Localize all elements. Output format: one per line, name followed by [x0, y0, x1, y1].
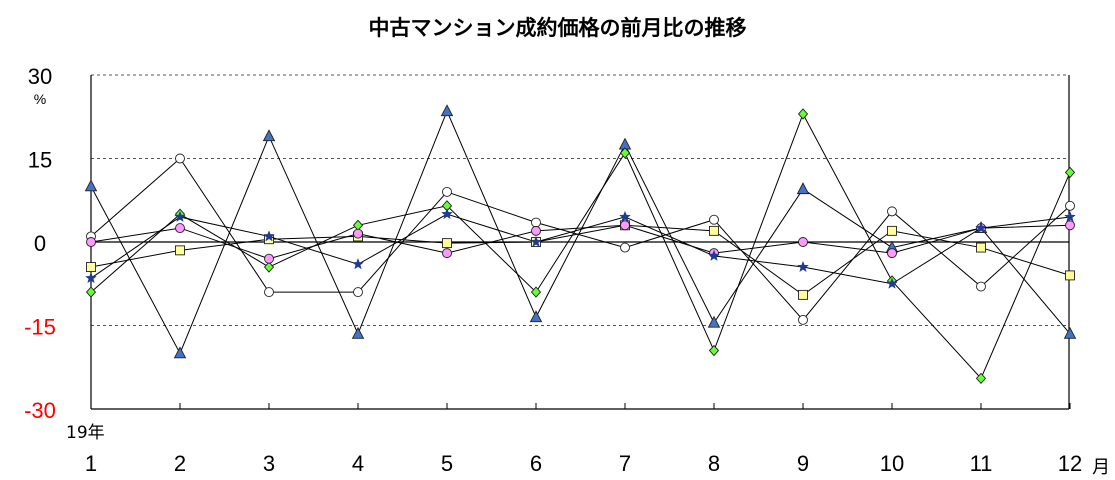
data-point: [1065, 270, 1075, 281]
data-point: [530, 286, 542, 298]
data-point: [531, 225, 541, 236]
series-line: [90, 112, 1071, 380]
series-line: [90, 224, 1071, 260]
series-5: [86, 220, 1075, 264]
data-point: [84, 179, 98, 192]
data-point: [976, 281, 986, 292]
data-point: [85, 271, 97, 284]
data-point: [353, 228, 363, 239]
data-point: [798, 314, 808, 325]
data-point: [798, 289, 808, 300]
data-point: [1064, 166, 1076, 179]
data-point: [975, 221, 987, 234]
y-tick-label: -15: [24, 315, 56, 340]
series-2: [86, 153, 1075, 325]
series-3: [85, 108, 1076, 385]
data-point: [887, 225, 897, 236]
series-4: [86, 220, 1075, 300]
data-point: [264, 287, 274, 298]
data-point: [1065, 220, 1075, 231]
data-point: [708, 344, 720, 357]
data-point: [262, 129, 276, 142]
data-point: [263, 230, 275, 242]
series-line: [90, 157, 1071, 321]
data-point: [796, 182, 810, 195]
x-tick-label: 5: [441, 451, 453, 476]
data-point: [709, 225, 719, 236]
x-tick-label: 1: [85, 451, 97, 476]
series-line: [90, 109, 1071, 355]
data-point: [887, 206, 897, 217]
x-tick-label: 11: [970, 451, 993, 476]
data-point: [441, 207, 453, 220]
x-tick-label: 9: [797, 451, 809, 476]
x-tick-label: 10: [880, 451, 904, 476]
series-line: [90, 213, 1071, 285]
data-point: [1065, 200, 1075, 211]
data-point: [887, 248, 897, 259]
y-tick-label: 30: [28, 64, 52, 89]
data-point: [1064, 210, 1076, 222]
y-tick-label: -30: [24, 398, 56, 423]
data-point: [264, 253, 274, 264]
data-point: [530, 235, 542, 248]
series-6: [85, 207, 1076, 289]
x-unit-label: 月: [1092, 457, 1110, 478]
x-tick-label: 2: [174, 451, 186, 476]
data-point: [531, 217, 541, 228]
data-point: [1063, 326, 1077, 339]
x-tick-label: 4: [352, 451, 364, 476]
grid-layer: [91, 74, 1069, 326]
x-tick-label: 6: [530, 451, 542, 476]
data-point: [442, 238, 452, 249]
y-tick-label: 0: [34, 231, 46, 256]
x-tick-label: 8: [708, 451, 720, 476]
data-point: [976, 242, 986, 253]
data-point: [175, 223, 185, 234]
data-point: [175, 245, 185, 256]
data-point: [797, 108, 809, 120]
x-tick-label: 7: [619, 451, 631, 476]
data-point: [975, 372, 987, 385]
chart-title: 中古マンション成約価格の前月比の推移: [368, 16, 747, 40]
y-tick-label: 15: [28, 148, 52, 173]
series-1: [84, 104, 1077, 359]
data-point: [173, 346, 187, 359]
data-point: [175, 153, 185, 164]
y-unit-label: %: [34, 91, 46, 107]
series-layer: [84, 104, 1077, 385]
series-line: [90, 224, 1071, 296]
data-point: [619, 147, 631, 159]
data-point: [708, 249, 720, 261]
data-point: [353, 287, 363, 298]
year-label: 19年: [66, 423, 105, 443]
data-point: [263, 261, 275, 273]
data-point: [442, 248, 452, 259]
data-point: [440, 104, 454, 117]
data-point: [620, 242, 630, 253]
data-point: [707, 315, 721, 328]
data-point: [351, 326, 365, 339]
data-point: [619, 210, 631, 222]
data-point: [86, 237, 96, 247]
data-point: [709, 214, 719, 225]
x-tick-label: 12: [1058, 451, 1082, 476]
data-point: [174, 210, 186, 222]
data-point: [85, 286, 97, 298]
data-point: [886, 277, 898, 289]
data-point: [529, 310, 543, 323]
data-point: [352, 258, 364, 270]
data-point: [442, 186, 452, 197]
x-tick-label: 3: [263, 451, 275, 476]
data-point: [797, 260, 809, 273]
data-point: [86, 262, 96, 272]
data-point: [798, 237, 808, 247]
data-point: [620, 220, 630, 231]
